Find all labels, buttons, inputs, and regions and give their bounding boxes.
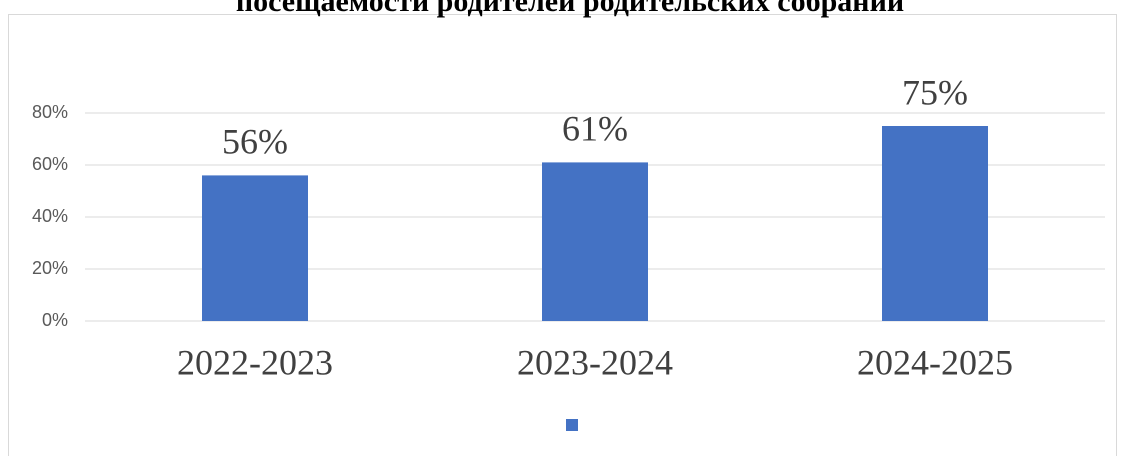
x-tick-label: 2023-2024 <box>517 342 673 382</box>
y-tick-label: 0% <box>42 310 68 330</box>
y-tick-label: 20% <box>32 258 68 278</box>
y-tick-label: 60% <box>32 154 68 174</box>
legend-marker <box>566 419 578 431</box>
x-tick-label: 2024-2025 <box>857 342 1013 382</box>
bar <box>202 175 308 321</box>
bar <box>882 126 988 321</box>
data-label: 75% <box>902 72 968 112</box>
data-label: 61% <box>562 109 628 149</box>
bar <box>542 162 648 321</box>
y-tick-label: 40% <box>32 206 68 226</box>
y-tick-label: 80% <box>32 102 68 122</box>
data-label: 56% <box>222 122 288 162</box>
x-tick-label: 2022-2023 <box>177 342 333 382</box>
chart-title: посещаемости родителей родительских собр… <box>236 0 904 18</box>
